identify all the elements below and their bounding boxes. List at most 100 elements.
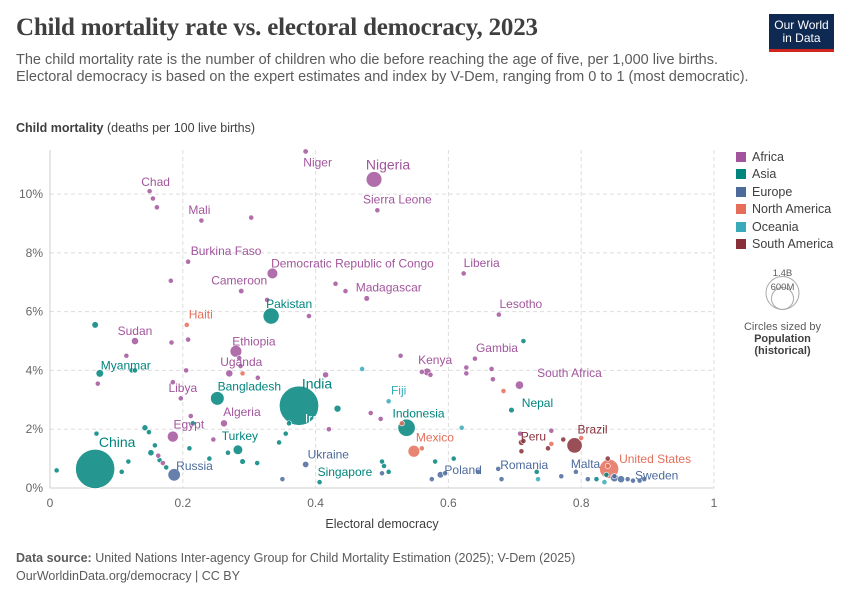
data-point[interactable] bbox=[520, 438, 527, 444]
point-egypt[interactable] bbox=[167, 430, 179, 443]
data-point[interactable] bbox=[152, 442, 158, 449]
data-point[interactable] bbox=[147, 449, 155, 457]
point-mali[interactable] bbox=[198, 217, 205, 224]
data-point[interactable] bbox=[279, 476, 286, 483]
data-point[interactable] bbox=[558, 473, 565, 480]
data-point[interactable] bbox=[377, 416, 384, 422]
data-point[interactable] bbox=[517, 430, 524, 437]
point-liberia[interactable] bbox=[460, 270, 467, 277]
data-point[interactable] bbox=[385, 468, 392, 475]
data-point[interactable] bbox=[584, 476, 591, 483]
data-point[interactable] bbox=[520, 338, 527, 344]
data-point[interactable] bbox=[432, 458, 439, 465]
data-point[interactable] bbox=[617, 475, 625, 484]
point-ethiopia[interactable] bbox=[229, 345, 243, 358]
data-point[interactable] bbox=[118, 468, 125, 475]
legend-item-europe[interactable]: Europe bbox=[736, 183, 833, 201]
data-point[interactable] bbox=[159, 460, 166, 466]
data-point[interactable] bbox=[535, 476, 541, 483]
credit-link[interactable]: OurWorldinData.org/democracy | CC BY bbox=[16, 569, 240, 583]
data-point[interactable] bbox=[463, 364, 470, 371]
data-point[interactable] bbox=[399, 420, 405, 427]
data-point[interactable] bbox=[185, 336, 192, 343]
data-point[interactable] bbox=[548, 427, 555, 434]
data-point[interactable] bbox=[322, 371, 329, 379]
data-point[interactable] bbox=[186, 445, 193, 452]
data-point[interactable] bbox=[418, 445, 425, 452]
point-fiji[interactable] bbox=[385, 398, 392, 405]
data-point[interactable] bbox=[236, 355, 243, 361]
data-point[interactable] bbox=[488, 366, 495, 372]
data-point[interactable] bbox=[397, 352, 404, 359]
data-point[interactable] bbox=[94, 380, 101, 387]
data-point[interactable] bbox=[167, 277, 174, 284]
data-point[interactable] bbox=[187, 413, 194, 419]
data-point[interactable] bbox=[163, 464, 170, 471]
point-south-africa[interactable] bbox=[515, 380, 524, 390]
point-uganda[interactable] bbox=[225, 369, 234, 378]
data-point[interactable] bbox=[489, 376, 496, 383]
data-point[interactable] bbox=[379, 470, 385, 477]
data-point[interactable] bbox=[427, 371, 434, 378]
point-gambia[interactable] bbox=[472, 355, 478, 362]
point-mexico[interactable] bbox=[407, 445, 421, 458]
data-point[interactable] bbox=[442, 470, 448, 477]
data-point[interactable] bbox=[624, 476, 631, 483]
data-point[interactable] bbox=[282, 430, 289, 437]
data-point[interactable] bbox=[603, 471, 610, 478]
legend-item-africa[interactable]: Africa bbox=[736, 148, 833, 166]
point-pakistan[interactable] bbox=[262, 307, 280, 325]
point-burkina-faso[interactable] bbox=[185, 258, 192, 265]
data-point[interactable] bbox=[533, 468, 540, 475]
legend-item-oceania[interactable]: Oceania bbox=[736, 218, 833, 236]
point-haiti[interactable] bbox=[183, 321, 190, 328]
data-point[interactable] bbox=[168, 339, 175, 346]
data-point[interactable] bbox=[132, 367, 138, 374]
point-sierra-leone[interactable] bbox=[374, 207, 381, 214]
point-china[interactable] bbox=[75, 449, 116, 489]
point-sudan[interactable] bbox=[131, 337, 139, 345]
data-point[interactable] bbox=[189, 420, 196, 427]
point-india[interactable] bbox=[279, 385, 319, 426]
point-lesotho[interactable] bbox=[495, 311, 502, 318]
data-point[interactable] bbox=[183, 367, 190, 374]
data-point[interactable] bbox=[225, 449, 231, 456]
data-point[interactable] bbox=[601, 479, 608, 486]
data-point[interactable] bbox=[518, 448, 525, 455]
point-cameroon[interactable] bbox=[238, 288, 245, 295]
legend-item-south-america[interactable]: South America bbox=[736, 236, 833, 254]
data-point[interactable] bbox=[154, 204, 160, 211]
data-point[interactable] bbox=[463, 370, 470, 377]
point-ukraine[interactable] bbox=[302, 460, 310, 468]
data-point[interactable] bbox=[239, 458, 246, 465]
data-point[interactable] bbox=[332, 280, 339, 287]
data-point[interactable] bbox=[611, 473, 618, 480]
point-nepal[interactable] bbox=[508, 406, 515, 414]
data-point[interactable] bbox=[123, 352, 130, 359]
point-romania[interactable] bbox=[495, 465, 502, 472]
data-point[interactable] bbox=[155, 452, 162, 459]
point-myanmar[interactable] bbox=[95, 369, 104, 378]
data-point[interactable] bbox=[367, 410, 374, 416]
owid-logo[interactable]: Our World in Data bbox=[769, 14, 834, 52]
data-point[interactable] bbox=[150, 195, 156, 202]
data-point[interactable] bbox=[428, 476, 435, 483]
data-point[interactable] bbox=[53, 467, 60, 474]
data-point[interactable] bbox=[458, 424, 465, 431]
point-madagascar[interactable] bbox=[363, 295, 370, 302]
data-point[interactable] bbox=[254, 460, 261, 466]
legend-item-asia[interactable]: Asia bbox=[736, 166, 833, 184]
data-point[interactable] bbox=[500, 388, 507, 394]
data-point[interactable] bbox=[359, 366, 365, 372]
data-point[interactable] bbox=[248, 214, 255, 221]
data-point[interactable] bbox=[286, 420, 292, 427]
data-point[interactable] bbox=[125, 458, 132, 465]
data-point[interactable] bbox=[560, 436, 567, 443]
point-turkey[interactable] bbox=[232, 444, 244, 455]
data-point[interactable] bbox=[418, 369, 425, 375]
data-point[interactable] bbox=[254, 374, 261, 381]
data-point[interactable] bbox=[276, 439, 282, 446]
point-russia[interactable] bbox=[167, 468, 181, 482]
data-point[interactable] bbox=[264, 296, 271, 303]
data-point[interactable] bbox=[593, 476, 600, 483]
